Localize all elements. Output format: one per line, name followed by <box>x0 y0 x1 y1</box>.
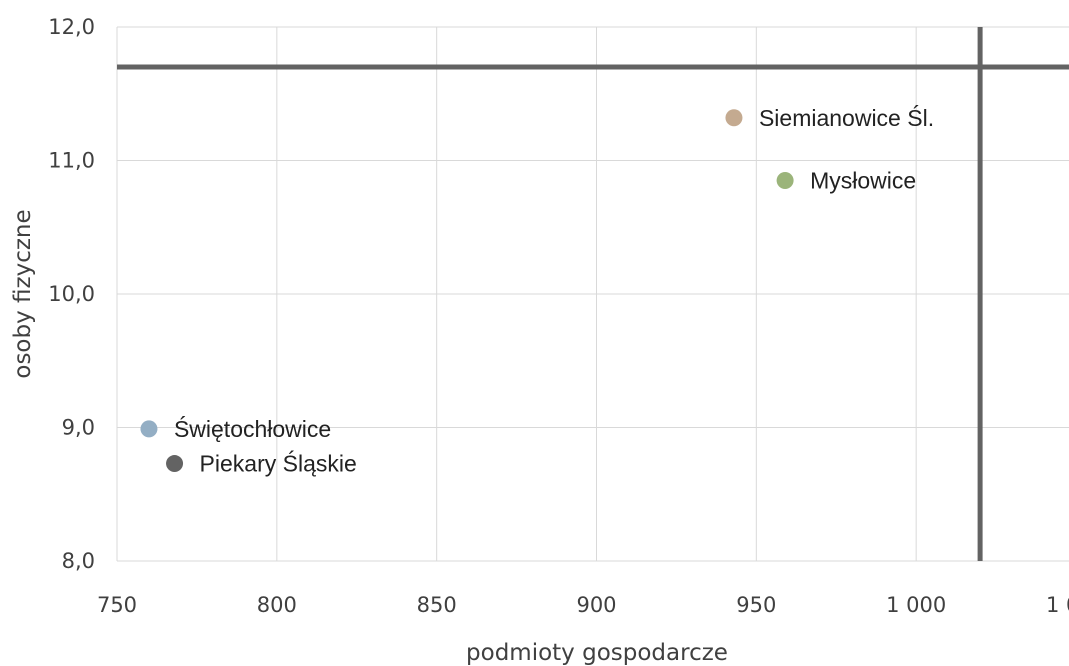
data-point-label: Świętochłowice <box>174 415 331 442</box>
y-tick-labels: 8,0 9,0 10,0 11,0 12,0 <box>48 15 95 573</box>
x-tick-labels: 750 800 850 900 950 1 000 1 050 <box>97 593 1069 617</box>
x-tick-label: 800 <box>257 593 297 617</box>
y-tick-label: 11,0 <box>48 149 95 173</box>
data-point <box>725 109 743 127</box>
reference-lines <box>117 27 1069 561</box>
x-tick-label: 1 050 <box>1046 593 1069 617</box>
x-tick-label: 950 <box>736 593 776 617</box>
data-point-label: Piekary Śląskie <box>200 450 357 477</box>
data-point <box>166 455 184 473</box>
x-tick-label: 1 000 <box>886 593 946 617</box>
y-tick-label: 10,0 <box>48 282 95 306</box>
data-point-label: Mysłowice <box>810 168 916 194</box>
x-tick-label: 750 <box>97 593 137 617</box>
y-tick-label: 8,0 <box>62 549 95 573</box>
data-point <box>776 172 794 190</box>
data-points: Siemianowice Śl. Mysłowice Świętochłowice P… <box>140 104 934 477</box>
data-point <box>140 420 158 438</box>
data-point-label: Siemianowice Śl. <box>759 104 934 131</box>
y-axis-title: osoby fizyczne <box>10 209 36 378</box>
y-tick-label: 9,0 <box>62 416 95 440</box>
x-axis-title: podmioty gospodarcze <box>466 640 728 666</box>
grid <box>116 26 1069 562</box>
x-tick-label: 900 <box>576 593 616 617</box>
x-tick-label: 850 <box>417 593 457 617</box>
y-tick-label: 12,0 <box>48 15 95 39</box>
